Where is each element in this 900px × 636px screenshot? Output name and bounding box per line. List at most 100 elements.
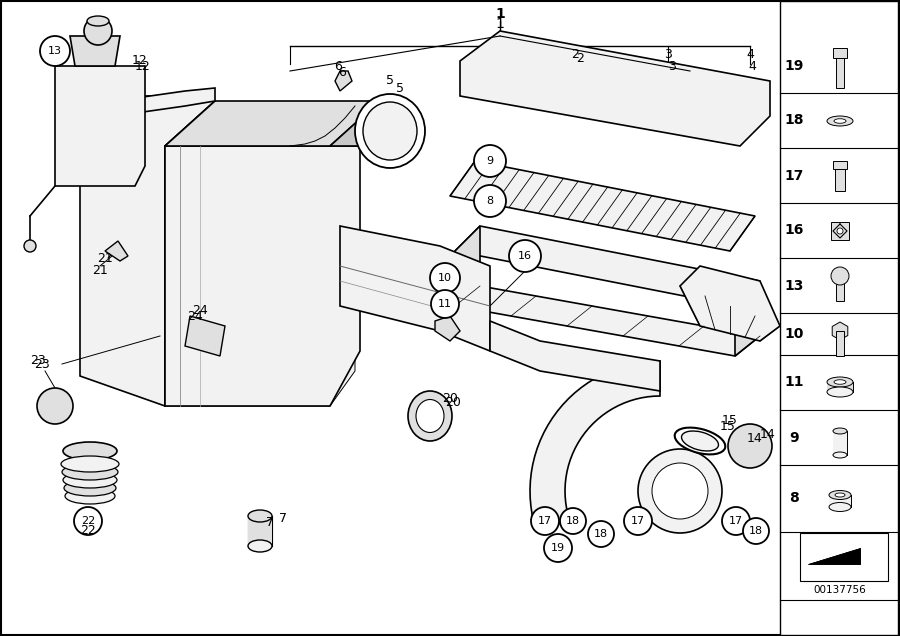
- Circle shape: [831, 267, 849, 285]
- Text: 19: 19: [551, 543, 565, 553]
- Text: 6: 6: [334, 60, 342, 73]
- Ellipse shape: [87, 16, 109, 26]
- Ellipse shape: [827, 377, 853, 387]
- Bar: [800, 533, 888, 581]
- Circle shape: [37, 388, 73, 424]
- Text: 10: 10: [438, 273, 452, 283]
- Text: 4: 4: [748, 60, 756, 73]
- Polygon shape: [455, 226, 480, 306]
- Polygon shape: [80, 88, 215, 121]
- Text: 9: 9: [486, 156, 493, 166]
- Polygon shape: [460, 31, 770, 146]
- Ellipse shape: [827, 116, 853, 126]
- Text: 14: 14: [747, 431, 763, 445]
- Circle shape: [638, 449, 722, 533]
- Ellipse shape: [827, 387, 853, 397]
- Polygon shape: [70, 36, 120, 66]
- Circle shape: [509, 240, 541, 272]
- Text: 18: 18: [784, 113, 804, 127]
- Bar: [836, 279, 844, 301]
- Circle shape: [84, 17, 112, 45]
- Text: 5: 5: [386, 74, 394, 88]
- Text: 23: 23: [30, 354, 46, 368]
- Polygon shape: [55, 66, 145, 186]
- Polygon shape: [832, 322, 848, 340]
- Text: 2: 2: [572, 48, 579, 60]
- Text: 20: 20: [442, 392, 458, 404]
- Text: 3: 3: [664, 48, 672, 60]
- Circle shape: [652, 463, 708, 519]
- Text: 15: 15: [722, 415, 738, 427]
- Circle shape: [722, 507, 750, 535]
- Polygon shape: [165, 351, 360, 406]
- Bar: [833, 161, 847, 169]
- Circle shape: [430, 263, 460, 293]
- Ellipse shape: [61, 456, 119, 472]
- Circle shape: [474, 145, 506, 177]
- Text: 18: 18: [594, 529, 608, 539]
- Text: 21: 21: [97, 251, 112, 265]
- Circle shape: [74, 507, 102, 535]
- Text: 13: 13: [784, 279, 804, 293]
- Text: 20: 20: [446, 396, 461, 410]
- Ellipse shape: [64, 480, 116, 496]
- Text: 7: 7: [279, 511, 287, 525]
- Bar: [833, 48, 847, 58]
- Text: 6: 6: [338, 67, 346, 80]
- Bar: [827, 382, 853, 392]
- Text: 16: 16: [518, 251, 532, 261]
- Text: 5: 5: [396, 81, 404, 95]
- Polygon shape: [455, 286, 760, 356]
- Text: 22: 22: [81, 516, 95, 526]
- Text: 12: 12: [132, 55, 148, 67]
- Ellipse shape: [675, 427, 725, 454]
- Text: 11: 11: [784, 375, 804, 389]
- Circle shape: [474, 185, 506, 217]
- Polygon shape: [165, 101, 380, 146]
- Text: 3: 3: [668, 60, 676, 73]
- Polygon shape: [450, 161, 755, 251]
- Bar: [829, 495, 851, 507]
- Text: 11: 11: [438, 299, 452, 309]
- Bar: [833, 431, 847, 455]
- Ellipse shape: [681, 431, 718, 451]
- Polygon shape: [80, 96, 215, 406]
- Circle shape: [624, 507, 652, 535]
- Ellipse shape: [63, 472, 117, 488]
- Text: 17: 17: [784, 169, 804, 183]
- Polygon shape: [808, 548, 860, 564]
- Ellipse shape: [408, 391, 452, 441]
- Bar: [780, 1, 898, 635]
- Text: 15: 15: [720, 420, 736, 432]
- Bar: [248, 516, 272, 546]
- Text: 17: 17: [729, 516, 743, 526]
- Polygon shape: [530, 361, 660, 531]
- Circle shape: [743, 518, 769, 544]
- Circle shape: [431, 290, 459, 318]
- Text: 7: 7: [266, 516, 274, 530]
- Circle shape: [24, 240, 36, 252]
- Circle shape: [40, 36, 70, 66]
- Circle shape: [588, 521, 614, 547]
- Text: 18: 18: [566, 516, 580, 526]
- Circle shape: [531, 507, 559, 535]
- Text: 18: 18: [749, 526, 763, 536]
- Polygon shape: [435, 316, 460, 341]
- Polygon shape: [165, 101, 215, 406]
- Text: 4: 4: [746, 48, 754, 60]
- Ellipse shape: [833, 428, 847, 434]
- Ellipse shape: [833, 452, 847, 458]
- Text: 22: 22: [80, 525, 96, 537]
- Text: 8: 8: [789, 492, 799, 506]
- Polygon shape: [165, 146, 360, 406]
- Text: 10: 10: [784, 327, 804, 341]
- Text: 16: 16: [784, 223, 804, 237]
- Text: 9: 9: [789, 431, 799, 445]
- Ellipse shape: [63, 442, 117, 460]
- Text: 12: 12: [135, 60, 151, 73]
- Text: 8: 8: [486, 196, 493, 206]
- Text: 21: 21: [92, 265, 108, 277]
- Polygon shape: [185, 316, 225, 356]
- Text: 13: 13: [48, 46, 62, 56]
- Polygon shape: [330, 101, 385, 146]
